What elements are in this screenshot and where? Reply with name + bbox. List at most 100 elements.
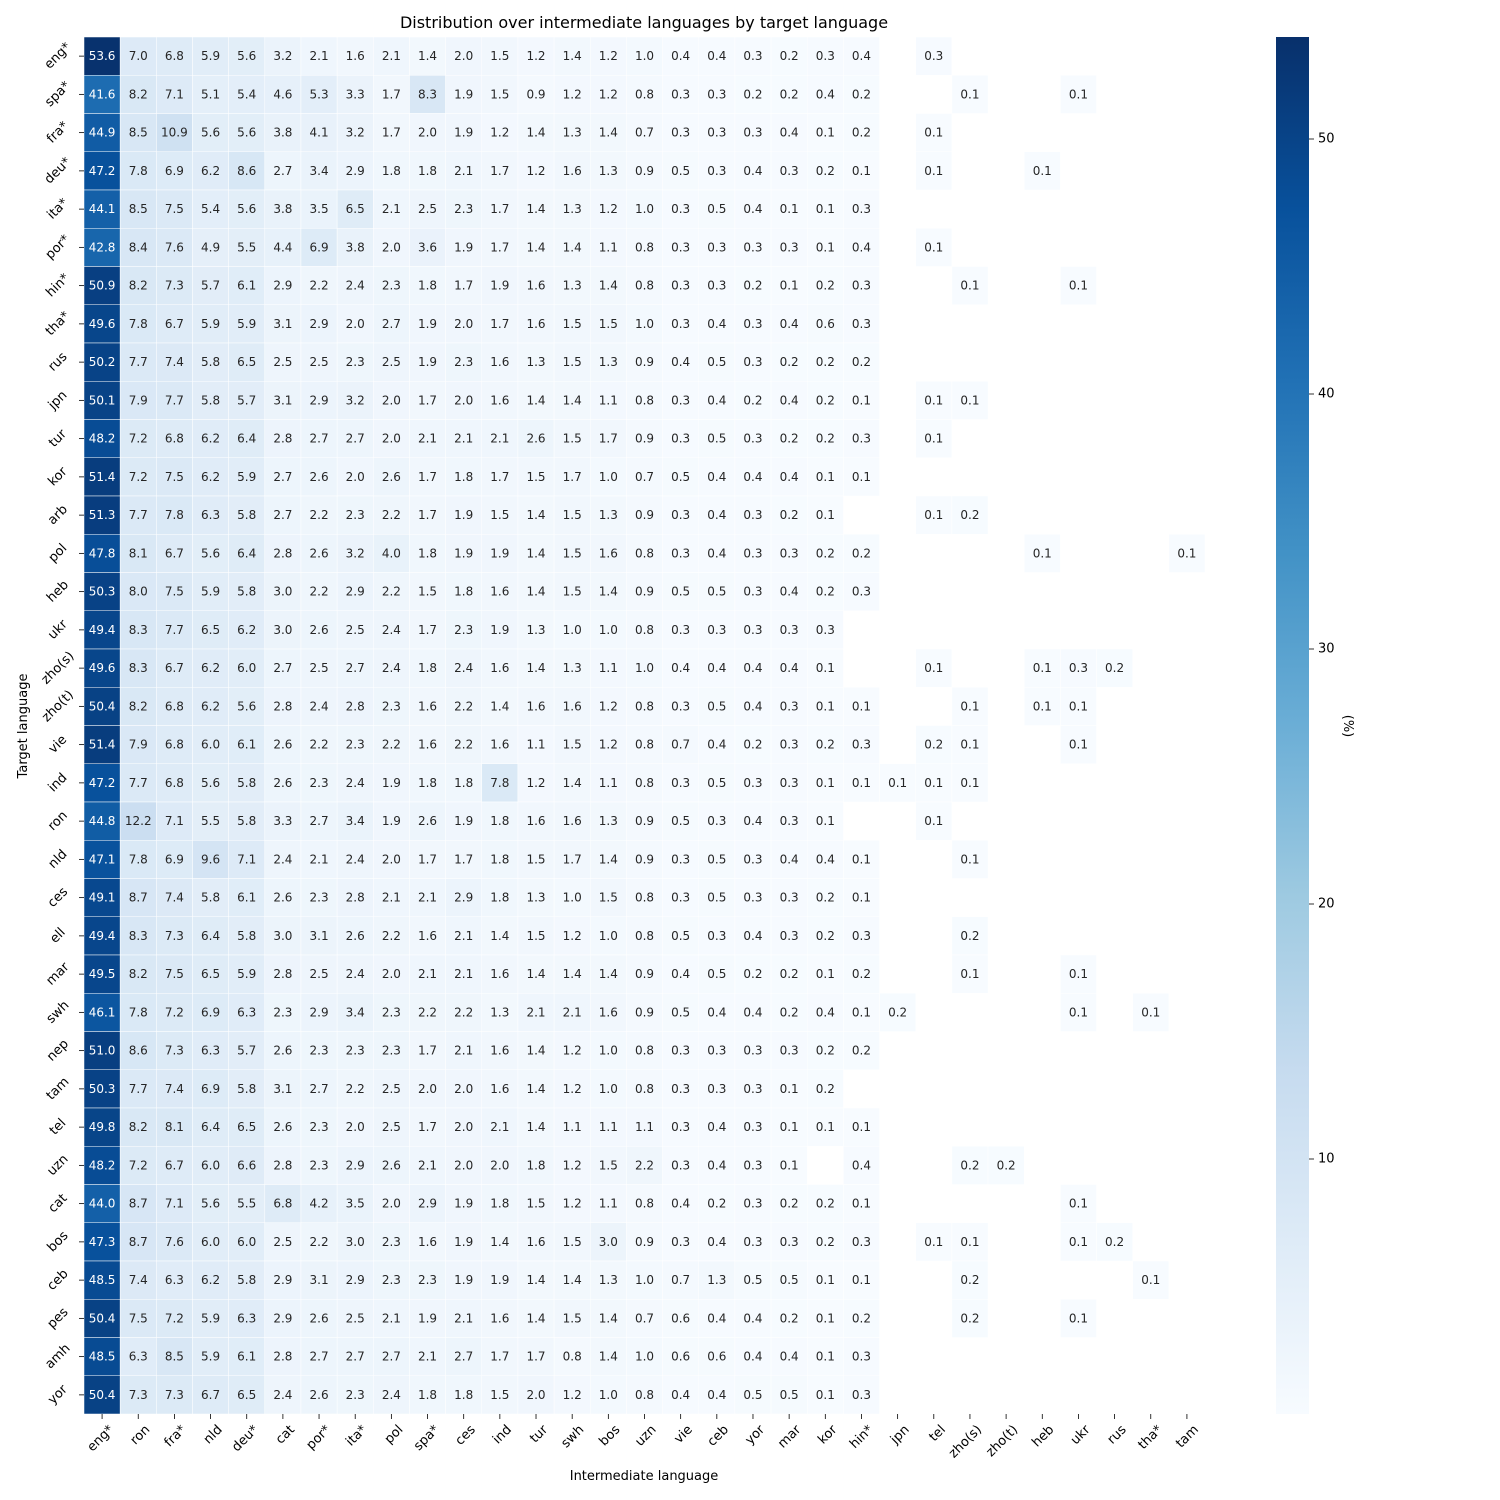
cell-value-label: 6.1 <box>237 891 256 905</box>
heatmap-cell <box>373 113 410 152</box>
heatmap-cell <box>517 189 555 229</box>
cell-value-label: 7.2 <box>129 470 148 484</box>
cell-value-label: 0.1 <box>960 738 979 752</box>
cell-value-label: 47.2 <box>89 164 116 178</box>
cell-value-label: 6.9 <box>201 1005 220 1019</box>
cell-value-label: 2.9 <box>273 1273 292 1287</box>
heatmap-cell <box>806 1184 844 1223</box>
cell-value-label: 0.3 <box>671 776 690 790</box>
cell-value-label: 2.1 <box>418 967 437 981</box>
cell-value-label: 0.4 <box>671 967 690 981</box>
heatmap-cell <box>590 840 627 879</box>
cell-value-label: 0.2 <box>1105 661 1124 675</box>
colorbar <box>1276 37 1309 1414</box>
cell-value-label: 2.5 <box>310 355 329 369</box>
cell-value-label: 0.2 <box>816 546 835 560</box>
heatmap-cell <box>409 1375 446 1415</box>
cell-value-label: 1.5 <box>418 585 437 599</box>
heatmap-cell <box>806 648 844 688</box>
cell-value-label: 10.9 <box>161 126 188 140</box>
cell-value-label: 8.5 <box>129 126 148 140</box>
heatmap-cell <box>951 916 989 956</box>
cell-value-label: 7.4 <box>165 891 184 905</box>
heatmap-cell <box>626 36 663 76</box>
y-tick-label: rus <box>45 349 70 374</box>
y-tick-label: ces <box>45 884 71 910</box>
heatmap-cell <box>264 113 302 152</box>
cell-value-label: 1.6 <box>490 1044 509 1058</box>
cell-value-label: 0.9 <box>526 87 545 101</box>
cell-value-label: 2.9 <box>310 1005 329 1019</box>
heatmap-cell <box>264 36 302 76</box>
cell-value-label: 0.1 <box>1069 1197 1088 1211</box>
cell-value-label: 0.8 <box>635 1044 654 1058</box>
cell-value-label: 3.1 <box>273 317 292 331</box>
heatmap-cell <box>373 266 410 305</box>
cell-value-label: 0.4 <box>707 1120 726 1134</box>
cell-value-label: 2.0 <box>346 317 365 331</box>
heatmap-cell <box>373 993 410 1032</box>
cell-value-label: 0.9 <box>635 164 654 178</box>
heatmap-cell <box>590 610 627 650</box>
heatmap-cell <box>83 381 121 420</box>
cell-value-label: 1.1 <box>599 776 618 790</box>
cell-value-label: 6.3 <box>237 1311 256 1325</box>
cell-value-label: 47.2 <box>89 776 116 790</box>
cell-value-label: 0.5 <box>671 929 690 943</box>
heatmap-cell <box>770 916 808 956</box>
cell-value-label: 3.8 <box>273 126 292 140</box>
cell-value-label: 1.9 <box>454 240 473 254</box>
cell-value-label: 1.3 <box>563 126 582 140</box>
cell-value-label: 0.3 <box>707 623 726 637</box>
heatmap-cell <box>83 1146 121 1185</box>
heatmap-cell <box>300 801 338 841</box>
heatmap-cell <box>698 801 736 841</box>
heatmap-cell <box>336 840 374 879</box>
cell-value-label: 2.3 <box>346 1044 365 1058</box>
cell-value-label: 0.8 <box>635 776 654 790</box>
cell-value-label: 1.8 <box>418 164 437 178</box>
cell-value-label: 0.3 <box>671 623 690 637</box>
cell-value-label: 1.7 <box>382 126 401 140</box>
x-tick-label: ceb <box>705 1422 732 1449</box>
heatmap-cell <box>662 916 699 956</box>
heatmap-cell <box>1060 75 1097 114</box>
heatmap-cell <box>734 1337 772 1376</box>
cell-value-label: 0.4 <box>671 49 690 63</box>
heatmap-cell <box>481 725 519 764</box>
heatmap-cell <box>662 1337 699 1376</box>
cell-value-label: 1.6 <box>563 699 582 713</box>
cell-value-label: 2.4 <box>310 699 329 713</box>
cell-value-label: 0.3 <box>671 317 690 331</box>
heatmap-cell <box>264 610 302 650</box>
heatmap-cell <box>300 534 338 573</box>
cell-value-label: 0.1 <box>852 470 871 484</box>
heatmap-cell <box>373 151 410 191</box>
cell-value-label: 1.4 <box>526 1082 545 1096</box>
cell-value-label: 0.4 <box>816 1005 835 1019</box>
heatmap-cell <box>553 1146 591 1185</box>
cell-value-label: 2.1 <box>454 929 473 943</box>
cell-value-label: 2.9 <box>418 1197 437 1211</box>
heatmap-cell <box>156 687 193 726</box>
heatmap-cell <box>915 36 953 76</box>
cell-value-label: 47.8 <box>89 546 116 560</box>
heatmap-cell <box>264 381 302 420</box>
heatmap-cell <box>915 801 953 841</box>
heatmap-cell <box>373 304 410 344</box>
cell-value-label: 1.4 <box>526 126 545 140</box>
cell-value-label: 0.3 <box>671 852 690 866</box>
heatmap-cell <box>590 993 627 1032</box>
heatmap-cell <box>806 572 844 611</box>
cell-value-label: 7.4 <box>129 1273 148 1287</box>
cell-value-label: 8.3 <box>129 929 148 943</box>
cell-value-label: 0.3 <box>671 432 690 446</box>
cell-value-label: 3.2 <box>273 49 292 63</box>
cell-value-label: 1.2 <box>599 738 618 752</box>
cell-value-label: 6.5 <box>346 202 365 216</box>
heatmap-cell <box>626 381 663 420</box>
x-tick-label: tur <box>527 1422 551 1446</box>
cell-value-label: 1.2 <box>563 87 582 101</box>
cell-value-label: 8.6 <box>237 164 256 178</box>
cell-value-label: 6.2 <box>237 623 256 637</box>
